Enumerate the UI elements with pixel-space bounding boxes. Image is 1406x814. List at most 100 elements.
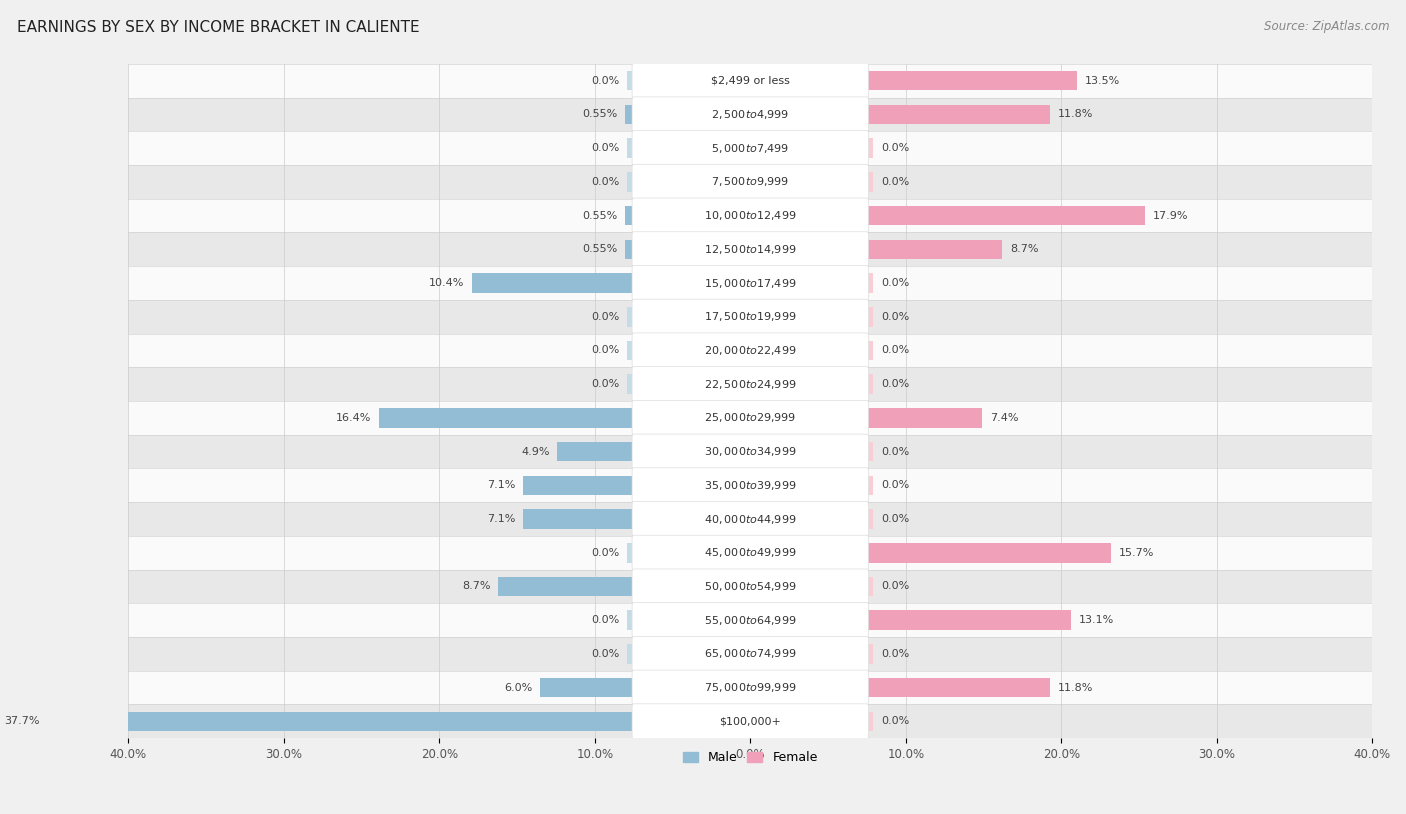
Bar [128, 469, 1372, 502]
Legend: Male, Female: Male, Female [678, 746, 823, 769]
Bar [128, 637, 1372, 671]
Text: 0.55%: 0.55% [582, 211, 617, 221]
Bar [626, 206, 634, 225]
Bar [627, 374, 634, 394]
Bar [128, 63, 1372, 98]
Bar [868, 307, 873, 326]
FancyBboxPatch shape [633, 63, 869, 98]
Bar [128, 671, 1372, 704]
Text: 0.0%: 0.0% [882, 514, 910, 524]
Bar [128, 435, 1372, 469]
Bar [868, 510, 873, 529]
Text: 0.0%: 0.0% [882, 447, 910, 457]
Bar [128, 536, 1372, 570]
Text: $30,000 to $34,999: $30,000 to $34,999 [704, 445, 797, 458]
Text: 4.9%: 4.9% [522, 447, 550, 457]
Text: EARNINGS BY SEX BY INCOME BRACKET IN CALIENTE: EARNINGS BY SEX BY INCOME BRACKET IN CAL… [17, 20, 419, 35]
Bar [626, 239, 634, 259]
Bar [540, 678, 634, 698]
Bar [523, 475, 634, 495]
Text: 13.1%: 13.1% [1078, 615, 1114, 625]
Text: 0.55%: 0.55% [582, 244, 617, 254]
Text: 0.0%: 0.0% [592, 649, 620, 659]
Text: 0.0%: 0.0% [882, 716, 910, 726]
Bar [378, 408, 634, 427]
Text: 7.1%: 7.1% [486, 514, 516, 524]
Text: $20,000 to $22,499: $20,000 to $22,499 [704, 344, 797, 357]
Text: $75,000 to $99,999: $75,000 to $99,999 [704, 681, 797, 694]
Text: $35,000 to $39,999: $35,000 to $39,999 [704, 479, 797, 492]
Bar [128, 502, 1372, 536]
Text: $7,500 to $9,999: $7,500 to $9,999 [711, 175, 789, 188]
Bar [557, 442, 634, 462]
Text: 37.7%: 37.7% [4, 716, 39, 726]
Text: 11.8%: 11.8% [1059, 109, 1094, 120]
Text: 0.0%: 0.0% [882, 177, 910, 187]
Text: 10.4%: 10.4% [429, 278, 464, 288]
Bar [868, 206, 1146, 225]
Bar [498, 576, 634, 597]
FancyBboxPatch shape [633, 333, 869, 368]
Bar [627, 610, 634, 630]
Bar [128, 334, 1372, 367]
Bar [868, 374, 873, 394]
Text: 0.0%: 0.0% [882, 480, 910, 490]
Bar [868, 610, 1071, 630]
Bar [128, 165, 1372, 199]
FancyBboxPatch shape [633, 265, 869, 300]
Text: $55,000 to $64,999: $55,000 to $64,999 [704, 614, 797, 627]
Bar [523, 510, 634, 529]
Text: $12,500 to $14,999: $12,500 to $14,999 [704, 243, 797, 256]
Text: 8.7%: 8.7% [463, 581, 491, 592]
Text: 0.0%: 0.0% [592, 76, 620, 85]
Text: $2,500 to $4,999: $2,500 to $4,999 [711, 108, 789, 121]
FancyBboxPatch shape [633, 198, 869, 233]
Text: $2,499 or less: $2,499 or less [711, 76, 790, 85]
Text: 0.0%: 0.0% [882, 278, 910, 288]
FancyBboxPatch shape [633, 130, 869, 166]
Text: 0.0%: 0.0% [592, 345, 620, 356]
Bar [627, 543, 634, 562]
Bar [868, 576, 873, 597]
Text: $45,000 to $49,999: $45,000 to $49,999 [704, 546, 797, 559]
Bar [868, 543, 1111, 562]
FancyBboxPatch shape [633, 637, 869, 672]
Bar [48, 711, 634, 731]
Text: 0.0%: 0.0% [882, 379, 910, 389]
Bar [626, 105, 634, 125]
Text: 17.9%: 17.9% [1153, 211, 1188, 221]
FancyBboxPatch shape [633, 434, 869, 469]
Bar [868, 138, 873, 158]
Bar [868, 678, 1050, 698]
Text: 7.4%: 7.4% [990, 413, 1018, 423]
FancyBboxPatch shape [633, 704, 869, 739]
Text: $17,500 to $19,999: $17,500 to $19,999 [704, 310, 797, 323]
Bar [868, 239, 1002, 259]
Text: 8.7%: 8.7% [1010, 244, 1039, 254]
Text: 0.0%: 0.0% [882, 581, 910, 592]
Text: 0.0%: 0.0% [592, 548, 620, 558]
Bar [128, 131, 1372, 165]
Bar [868, 71, 1077, 90]
Text: $65,000 to $74,999: $65,000 to $74,999 [704, 647, 797, 660]
Bar [128, 401, 1372, 435]
Bar [627, 341, 634, 361]
Bar [472, 274, 634, 293]
FancyBboxPatch shape [633, 164, 869, 199]
FancyBboxPatch shape [633, 300, 869, 335]
Text: $5,000 to $7,499: $5,000 to $7,499 [711, 142, 789, 155]
Text: 13.5%: 13.5% [1084, 76, 1121, 85]
Bar [128, 570, 1372, 603]
FancyBboxPatch shape [633, 97, 869, 132]
Text: 0.0%: 0.0% [882, 312, 910, 322]
Bar [128, 199, 1372, 233]
Text: $10,000 to $12,499: $10,000 to $12,499 [704, 209, 797, 222]
Bar [128, 367, 1372, 401]
Text: 15.7%: 15.7% [1119, 548, 1154, 558]
Bar [128, 704, 1372, 738]
Bar [868, 341, 873, 361]
FancyBboxPatch shape [633, 468, 869, 503]
Bar [627, 71, 634, 90]
FancyBboxPatch shape [633, 670, 869, 705]
Bar [868, 442, 873, 462]
